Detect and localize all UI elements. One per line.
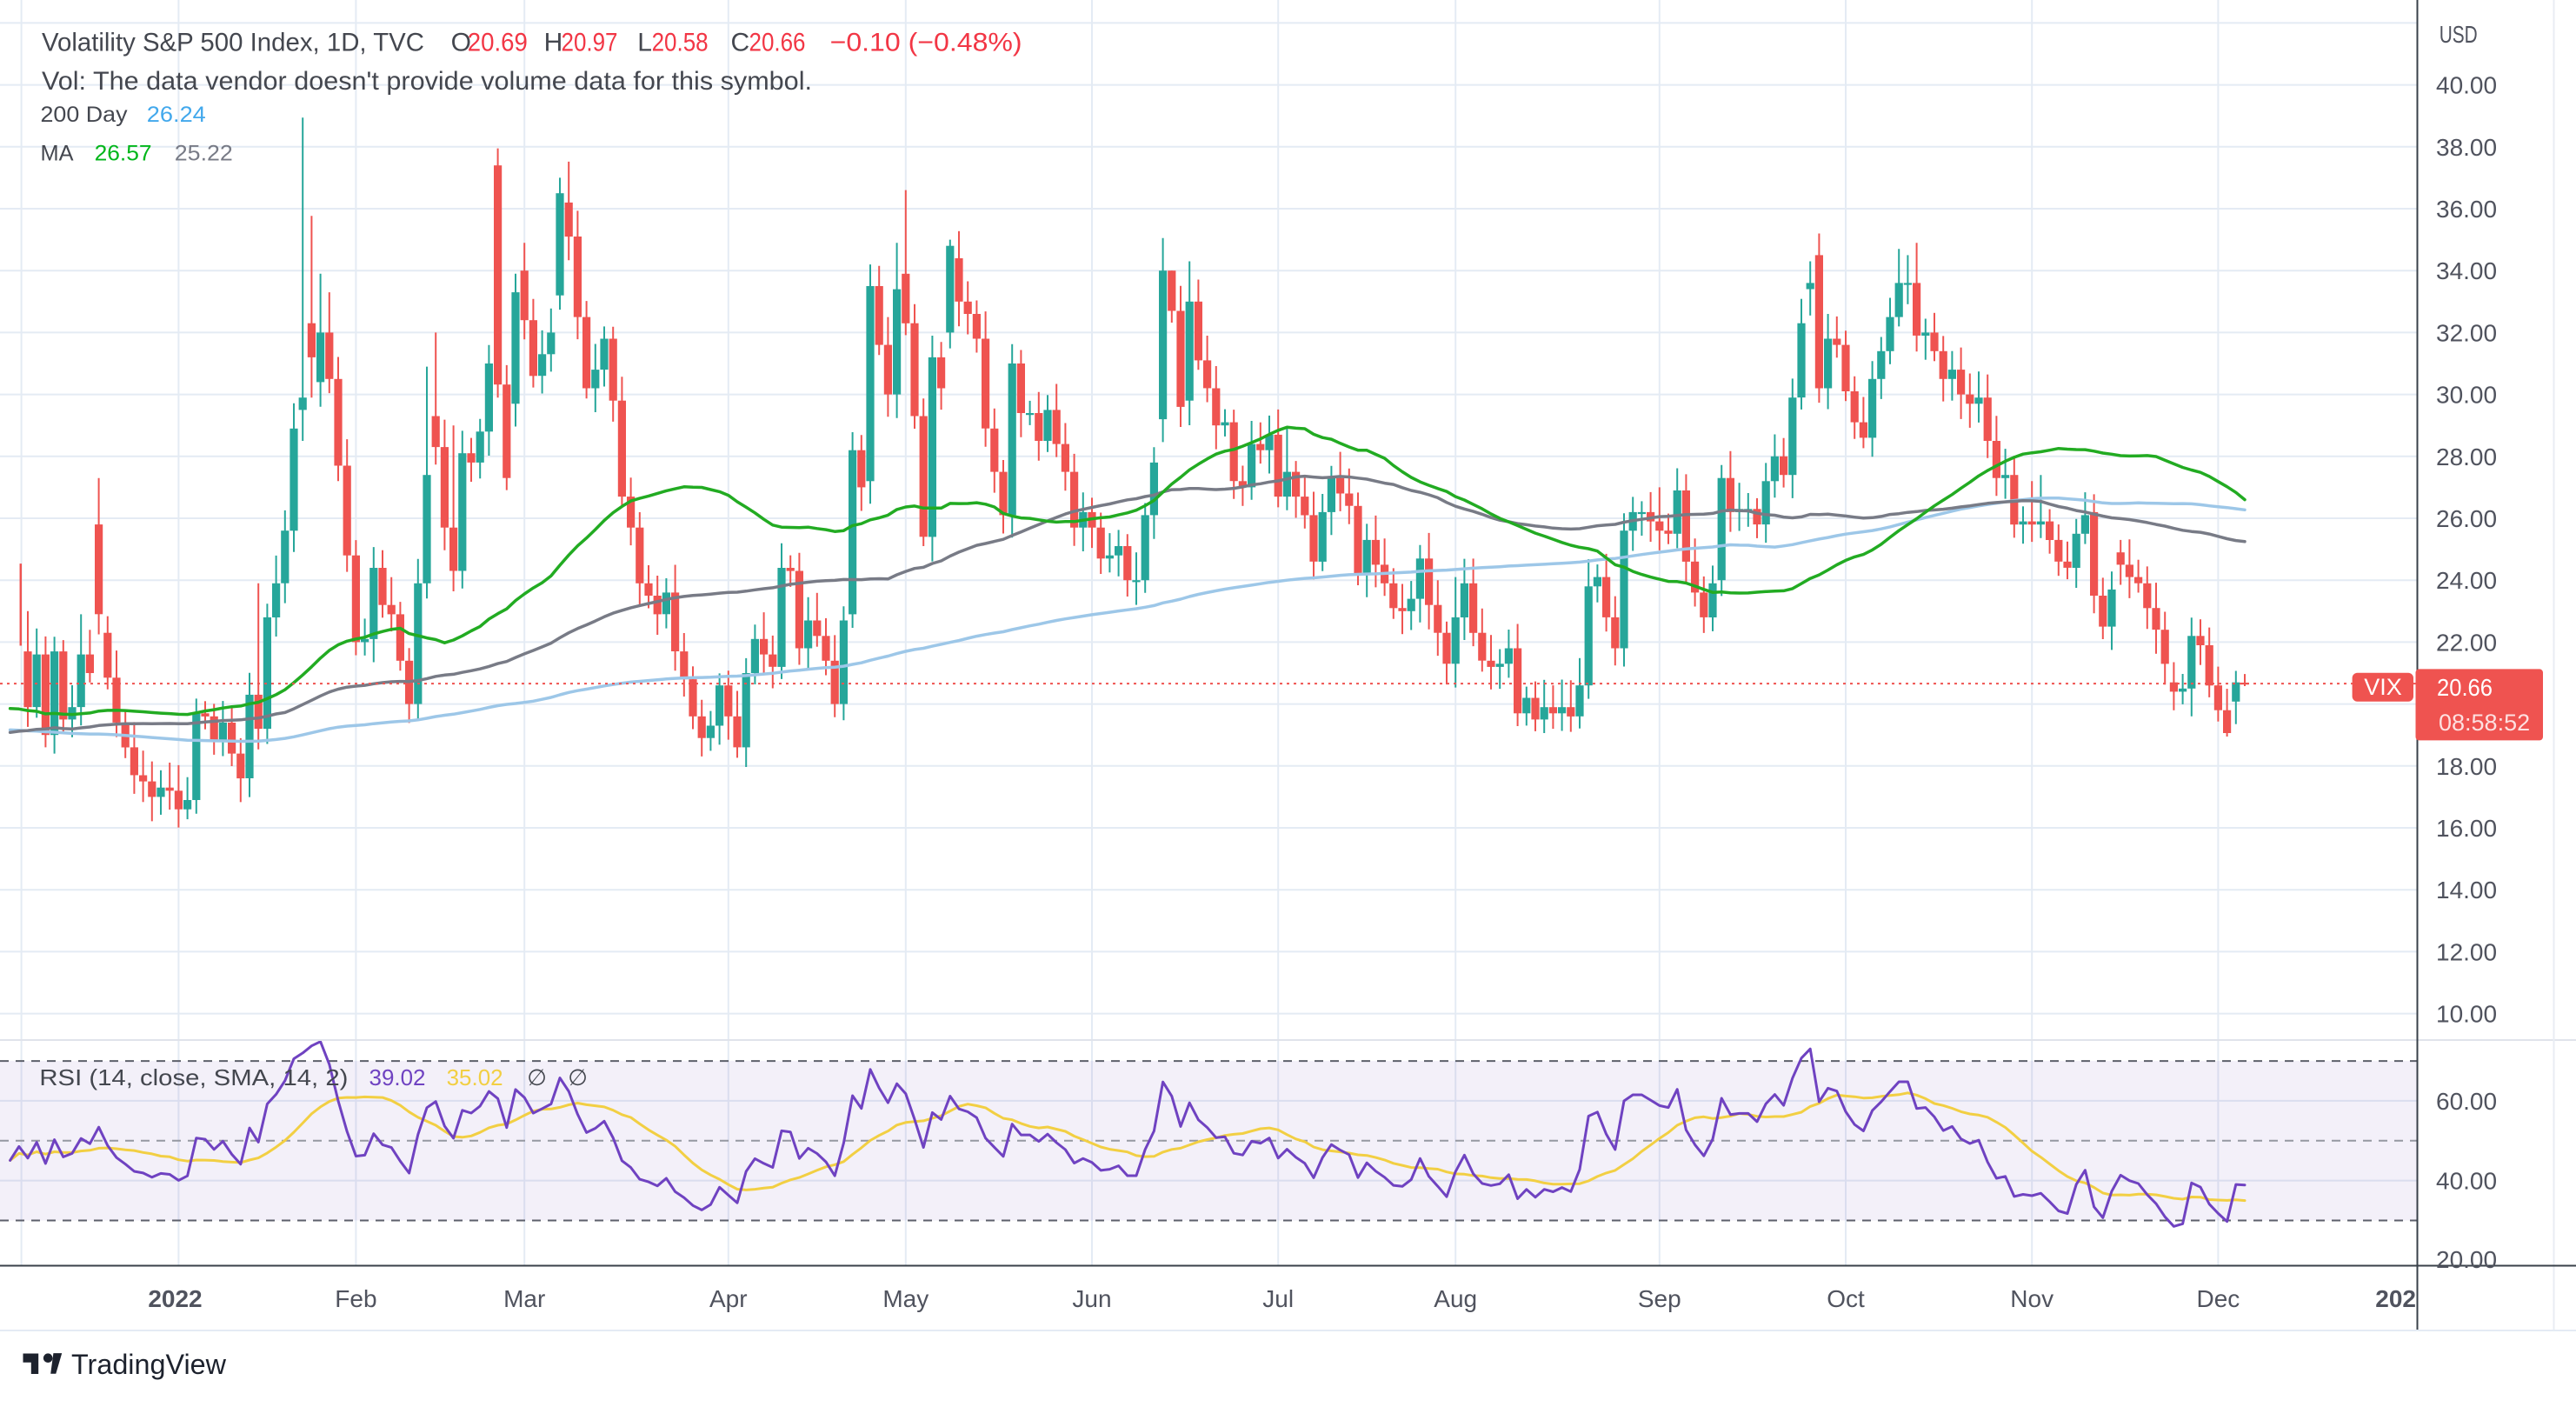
- svg-text:C: C: [731, 29, 750, 57]
- svg-text:May: May: [882, 1285, 929, 1312]
- svg-text:10.00: 10.00: [2436, 1001, 2497, 1028]
- svg-text:O: O: [451, 29, 471, 57]
- svg-text:20.58: 20.58: [652, 29, 709, 57]
- svg-text:24.00: 24.00: [2436, 567, 2497, 594]
- svg-text:34.00: 34.00: [2436, 257, 2497, 284]
- svg-text:32.00: 32.00: [2436, 319, 2497, 346]
- svg-text:USD: USD: [2440, 21, 2478, 48]
- svg-text:Dec: Dec: [2197, 1285, 2240, 1312]
- svg-text:202: 202: [2375, 1285, 2416, 1312]
- svg-text:Oct: Oct: [1827, 1285, 1865, 1312]
- svg-text:Feb: Feb: [335, 1285, 376, 1312]
- svg-text:∅: ∅: [527, 1064, 547, 1090]
- svg-text:39.02: 39.02: [369, 1064, 426, 1090]
- svg-text:2022: 2022: [148, 1285, 202, 1312]
- svg-text:VIX: VIX: [2364, 674, 2402, 700]
- svg-text:40.00: 40.00: [2436, 1168, 2497, 1195]
- svg-text:200 Day: 200 Day: [41, 103, 129, 127]
- svg-text:Volatility S&P 500 Index, 1D,: Volatility S&P 500 Index, 1D, TVC: [42, 29, 424, 57]
- svg-text:08:58:52: 08:58:52: [2439, 710, 2530, 736]
- svg-text:60.00: 60.00: [2436, 1088, 2497, 1115]
- svg-text:20.66: 20.66: [2437, 674, 2493, 701]
- svg-text:TradingView: TradingView: [71, 1349, 227, 1380]
- svg-text:20.66: 20.66: [749, 29, 806, 57]
- svg-text:38.00: 38.00: [2436, 134, 2497, 161]
- svg-text:26.24: 26.24: [147, 103, 206, 127]
- svg-text:H: H: [544, 29, 563, 57]
- svg-text:Jun: Jun: [1072, 1285, 1111, 1312]
- svg-text:22.00: 22.00: [2436, 629, 2497, 656]
- svg-text:16.00: 16.00: [2436, 815, 2497, 842]
- svg-text:Jul: Jul: [1262, 1285, 1294, 1312]
- svg-text:20.69: 20.69: [468, 29, 528, 57]
- svg-text:14.00: 14.00: [2436, 877, 2497, 904]
- svg-text:Sep: Sep: [1638, 1285, 1681, 1312]
- svg-text:28.00: 28.00: [2436, 443, 2497, 470]
- svg-text:L: L: [637, 29, 652, 57]
- svg-text:30.00: 30.00: [2436, 382, 2497, 409]
- svg-text:40.00: 40.00: [2436, 72, 2497, 99]
- svg-text:26.57: 26.57: [95, 142, 152, 166]
- svg-text:35.02: 35.02: [447, 1064, 503, 1090]
- svg-text:12.00: 12.00: [2436, 938, 2497, 965]
- svg-text:Vol: The data vendor doesn't p: Vol: The data vendor doesn't provide vol…: [42, 67, 812, 96]
- svg-text:Apr: Apr: [709, 1285, 748, 1312]
- svg-text:Mar: Mar: [503, 1285, 545, 1312]
- svg-text:∅: ∅: [568, 1064, 588, 1090]
- svg-text:18.00: 18.00: [2436, 753, 2497, 780]
- svg-text:RSI (14, close, SMA, 14, 2): RSI (14, close, SMA, 14, 2): [39, 1064, 348, 1090]
- svg-text:−0.10 (−0.48%): −0.10 (−0.48%): [830, 29, 1022, 57]
- svg-text:MA: MA: [41, 142, 74, 166]
- svg-text:36.00: 36.00: [2436, 196, 2497, 223]
- svg-text:20.00: 20.00: [2436, 1246, 2497, 1273]
- svg-text:25.22: 25.22: [175, 142, 233, 166]
- svg-text:26.00: 26.00: [2436, 505, 2497, 532]
- svg-text:Aug: Aug: [1434, 1285, 1477, 1312]
- svg-text:20.97: 20.97: [562, 29, 618, 57]
- svg-text:Nov: Nov: [2010, 1285, 2053, 1312]
